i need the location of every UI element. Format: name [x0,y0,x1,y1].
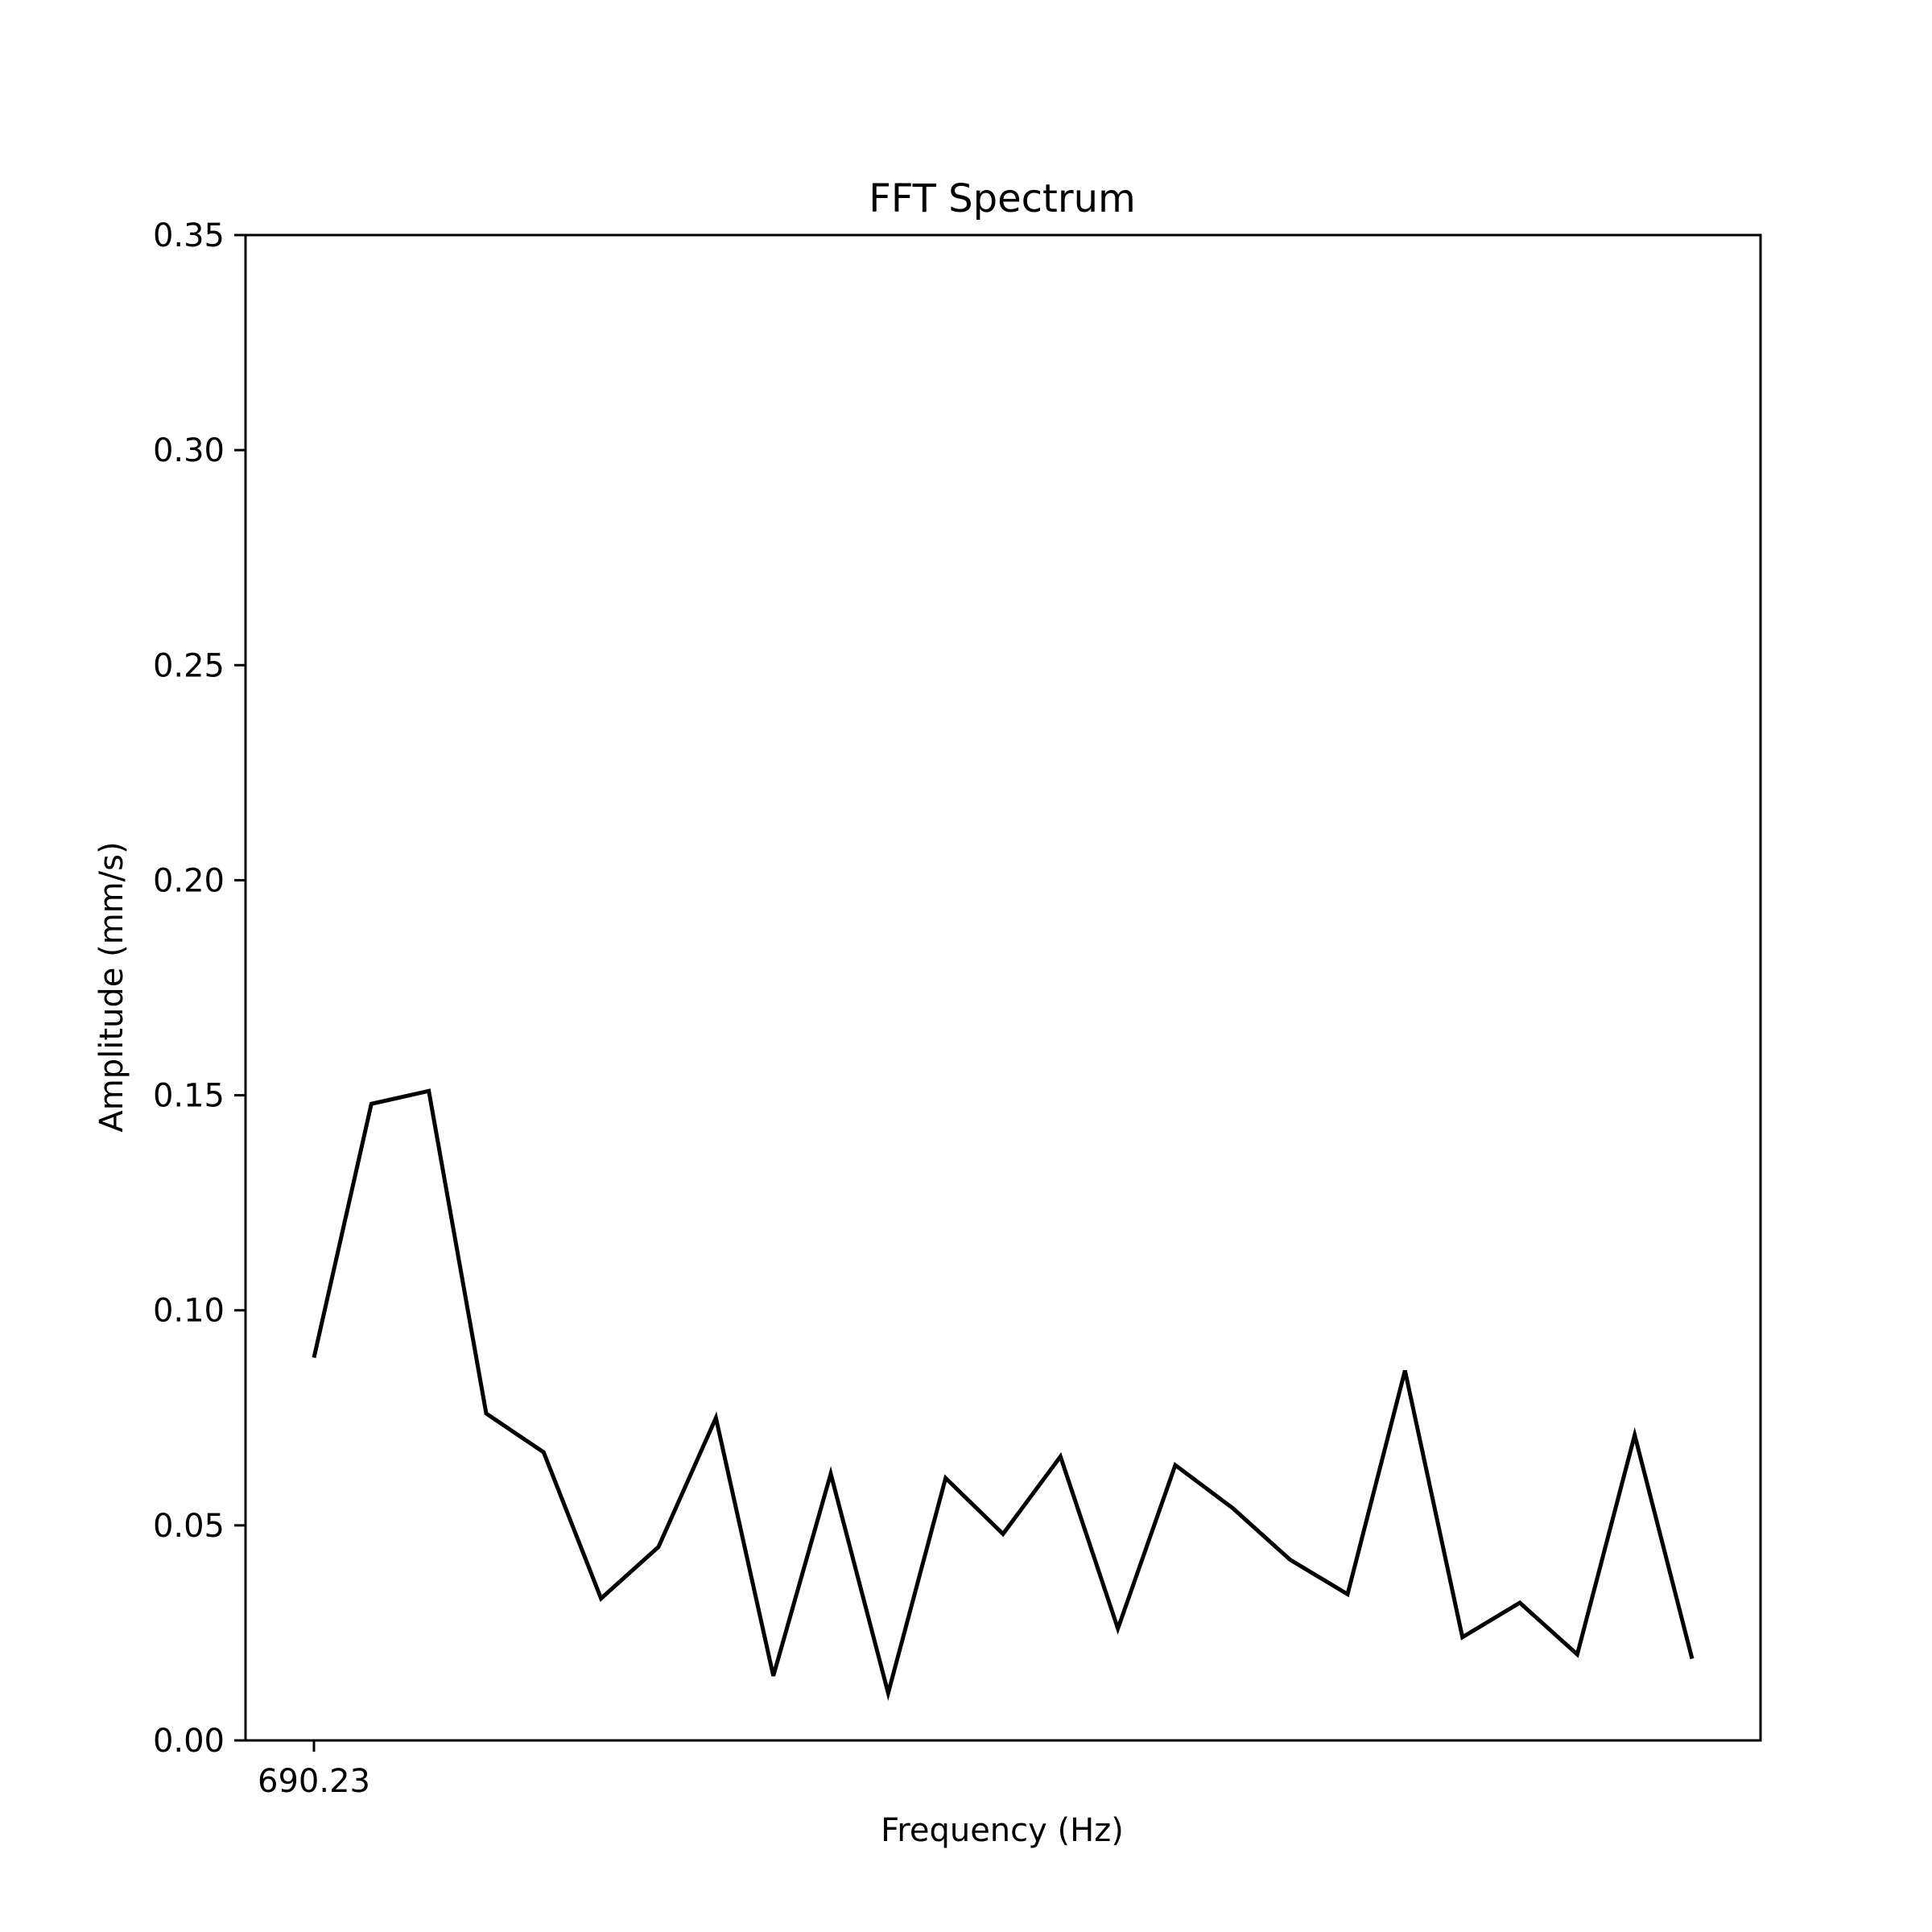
series-lines [312,1088,1695,1702]
y-tick-label: 0.15 [153,1078,225,1115]
x-axis-ticks: 690.23 [258,1740,370,1800]
y-tick-label: 0.10 [153,1293,225,1330]
x-axis-label: Frequency (Hz) [881,1812,1124,1849]
plot-area-frame [244,233,1762,1742]
y-tick-label: 0.20 [153,862,225,899]
y-tick-label: 0.05 [153,1508,225,1545]
y-tick-label: 0.00 [153,1723,225,1760]
chart-title: FFT Spectrum [869,176,1136,221]
y-tick-label: 0.35 [153,217,225,254]
x-tick-label: 690.23 [258,1763,370,1800]
y-axis-ticks: 0.00 0.05 0.10 0.15 0.20 0.25 0.30 0.35 [153,217,246,1760]
spectrum-series-line [312,1088,1695,1702]
y-tick-label: 0.30 [153,432,225,469]
y-tick-label: 0.25 [153,647,225,684]
y-axis-label: Amplitude (mm/s) [93,841,130,1132]
